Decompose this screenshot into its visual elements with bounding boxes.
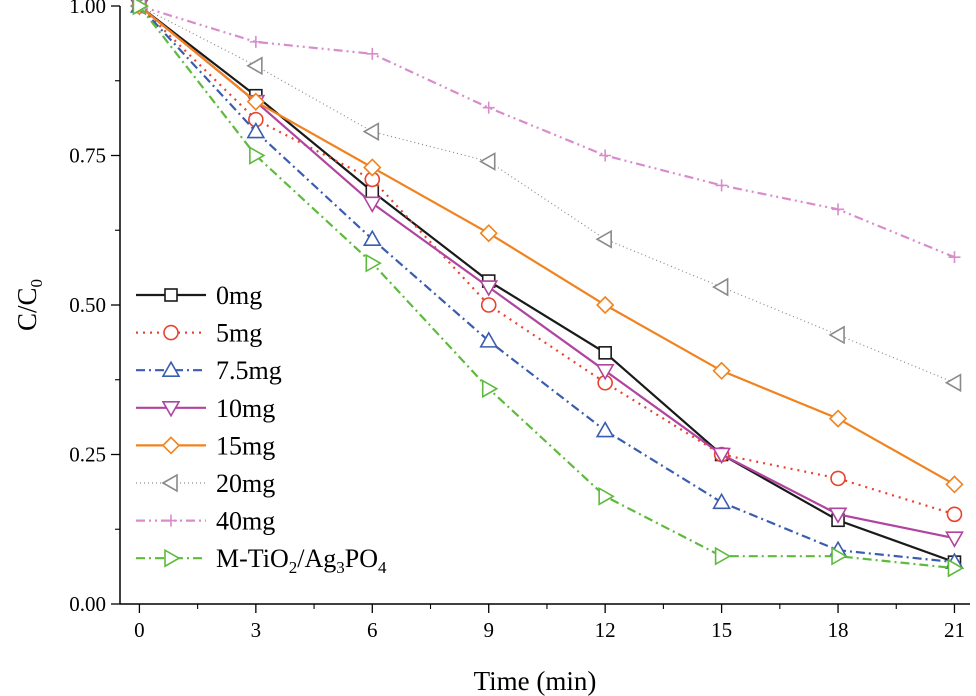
x-axis-title: Time (min): [474, 666, 597, 696]
data-point: [944, 373, 962, 393]
series-line: [138, 5, 955, 516]
data-point: [946, 506, 963, 523]
data-point: [365, 253, 382, 273]
data-point: [480, 297, 497, 313]
y-tick-label: 1.00: [69, 0, 106, 18]
legend-marker: [161, 400, 181, 418]
legend-marker: [161, 436, 181, 455]
legend: 0mg 5mg 7.5mg 10mg 15mg 20mg 40mg M-TiO2/Ag3PO4: [136, 281, 387, 577]
data-point: [249, 35, 262, 48]
legend-label: 10mg: [216, 394, 275, 423]
data-point: [246, 56, 263, 76]
data-point: [479, 152, 496, 171]
data-point: [479, 280, 499, 297]
data-point: [246, 121, 266, 139]
y-tick-label: 0.25: [69, 443, 106, 467]
x-tick-label: 9: [483, 618, 494, 642]
legend-entry: 15mg: [136, 431, 275, 460]
x-tick-label: 18: [828, 618, 849, 642]
data-point: [595, 363, 615, 381]
series-line: [138, 5, 955, 570]
data-point: [595, 420, 615, 438]
legend-entry: 20mg: [136, 469, 275, 498]
data-point: [828, 409, 848, 428]
data-point: [249, 146, 266, 165]
data-point: [947, 558, 965, 578]
plot-area: [129, 0, 965, 578]
legend-entry: 40mg: [136, 507, 275, 536]
legend-label: 7.5mg: [216, 356, 282, 385]
legend-label: 5mg: [216, 319, 262, 348]
y-axis-title-main: C/C: [12, 287, 42, 331]
legend-marker: [164, 288, 178, 302]
x-tick-label: 0: [134, 618, 145, 642]
series-m-tio2-ag3po4: [132, 0, 965, 578]
data-point: [831, 546, 848, 566]
series-line: [139, 4, 955, 259]
legend-label: 40mg: [216, 507, 275, 536]
data-point: [712, 361, 731, 380]
data-point: [596, 295, 615, 315]
data-point: [945, 531, 964, 548]
series-line: [138, 5, 955, 564]
series-10mg: [130, 0, 964, 548]
legend-marker: [161, 360, 181, 378]
legend-label: M-TiO2/Ag3PO4: [216, 544, 387, 577]
data-point: [132, 0, 150, 16]
data-point: [595, 229, 612, 249]
data-point: [598, 486, 615, 506]
legend-marker: [165, 514, 177, 527]
x-tick-label: 3: [251, 618, 262, 642]
legend-label: 20mg: [216, 469, 275, 498]
axes: 0 3 6 9 12 15 18 21 0.00 0.25 0.50 0.75 1.00 Time (mi…: [12, 0, 970, 696]
legend-entry: 10mg: [136, 394, 275, 423]
data-point: [362, 229, 382, 247]
data-point: [479, 331, 499, 348]
data-point: [363, 158, 382, 177]
x-tick-label: 12: [595, 618, 616, 642]
data-point: [712, 492, 731, 510]
x-tick-label: 15: [711, 618, 732, 642]
x-tick-label: 21: [944, 618, 965, 642]
legend-entry: 7.5mg: [136, 356, 282, 385]
data-point: [714, 546, 732, 566]
data-point: [366, 47, 379, 60]
data-point: [711, 277, 729, 297]
legend-label: 15mg: [216, 431, 275, 460]
y-axis-title: C/C0: [12, 279, 46, 331]
data-point: [712, 447, 731, 465]
legend-entry: M-TiO2/Ag3PO4: [136, 544, 387, 577]
data-point: [362, 122, 380, 141]
data-point: [482, 101, 495, 114]
series-line: [138, 5, 955, 540]
data-point: [715, 179, 728, 192]
data-point: [945, 475, 964, 494]
data-point: [246, 92, 265, 111]
data-point: [832, 203, 845, 216]
data-point: [599, 149, 612, 162]
legend-marker: [164, 548, 181, 568]
legend-label: 0mg: [216, 281, 262, 310]
data-point: [828, 507, 848, 524]
data-point: [598, 346, 612, 360]
legend-entry: 0mg: [136, 281, 262, 310]
data-point: [828, 325, 845, 345]
series-line: [138, 5, 956, 486]
legend-marker: [161, 473, 178, 493]
y-axis-title-sub: 0: [27, 279, 46, 288]
data-point: [830, 470, 846, 487]
y-tick-label: 0.75: [69, 144, 106, 168]
y-tick-label: 0.00: [69, 592, 106, 616]
x-tick-label: 6: [367, 618, 378, 642]
data-point: [362, 196, 382, 213]
data-point: [481, 379, 499, 399]
y-tick-label: 0.50: [69, 293, 106, 317]
legend-entry: 5mg: [136, 319, 262, 348]
legend-marker: [163, 324, 179, 341]
data-point: [479, 224, 498, 243]
data-point: [948, 251, 961, 264]
